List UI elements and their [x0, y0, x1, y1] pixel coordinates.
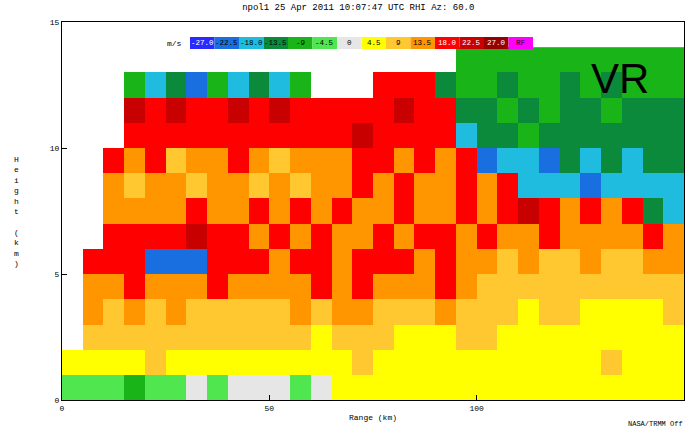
svg-text:100: 100: [469, 404, 484, 413]
svg-text:-4.5: -4.5: [315, 39, 334, 47]
svg-text:18.0: 18.0: [438, 39, 457, 47]
svg-text:-18.0: -18.0: [240, 39, 263, 47]
svg-text:-22.5: -22.5: [215, 39, 238, 47]
svg-text:Height (km): Height (km): [14, 155, 19, 268]
svg-text:m/s: m/s: [167, 39, 182, 48]
svg-text:9: 9: [396, 39, 401, 47]
svg-text:-27.0: -27.0: [191, 39, 214, 47]
svg-text:VR: VR: [591, 55, 649, 102]
svg-text:RF: RF: [516, 39, 525, 47]
svg-text:27.0: 27.0: [487, 39, 506, 47]
svg-text:10: 10: [50, 144, 60, 153]
svg-text:4.5: 4.5: [367, 39, 381, 47]
svg-text:13.5: 13.5: [413, 39, 432, 47]
svg-text:22.5: 22.5: [462, 39, 481, 47]
svg-text:5: 5: [55, 270, 60, 279]
svg-text:-13.5: -13.5: [264, 39, 287, 47]
svg-text:-9: -9: [296, 39, 305, 47]
svg-text:NASA/TRMM Off: NASA/TRMM Off: [628, 420, 683, 428]
svg-text:0: 0: [60, 404, 65, 413]
svg-text:15: 15: [50, 18, 60, 27]
svg-text:Range (km): Range (km): [349, 413, 397, 422]
svg-text:npol1 25 Apr 2011 10:07:47 UTC: npol1 25 Apr 2011 10:07:47 UTC RHI Az: 6…: [242, 3, 474, 13]
svg-text:50: 50: [265, 404, 275, 413]
svg-text:0: 0: [347, 39, 352, 47]
svg-text:0: 0: [55, 396, 60, 405]
